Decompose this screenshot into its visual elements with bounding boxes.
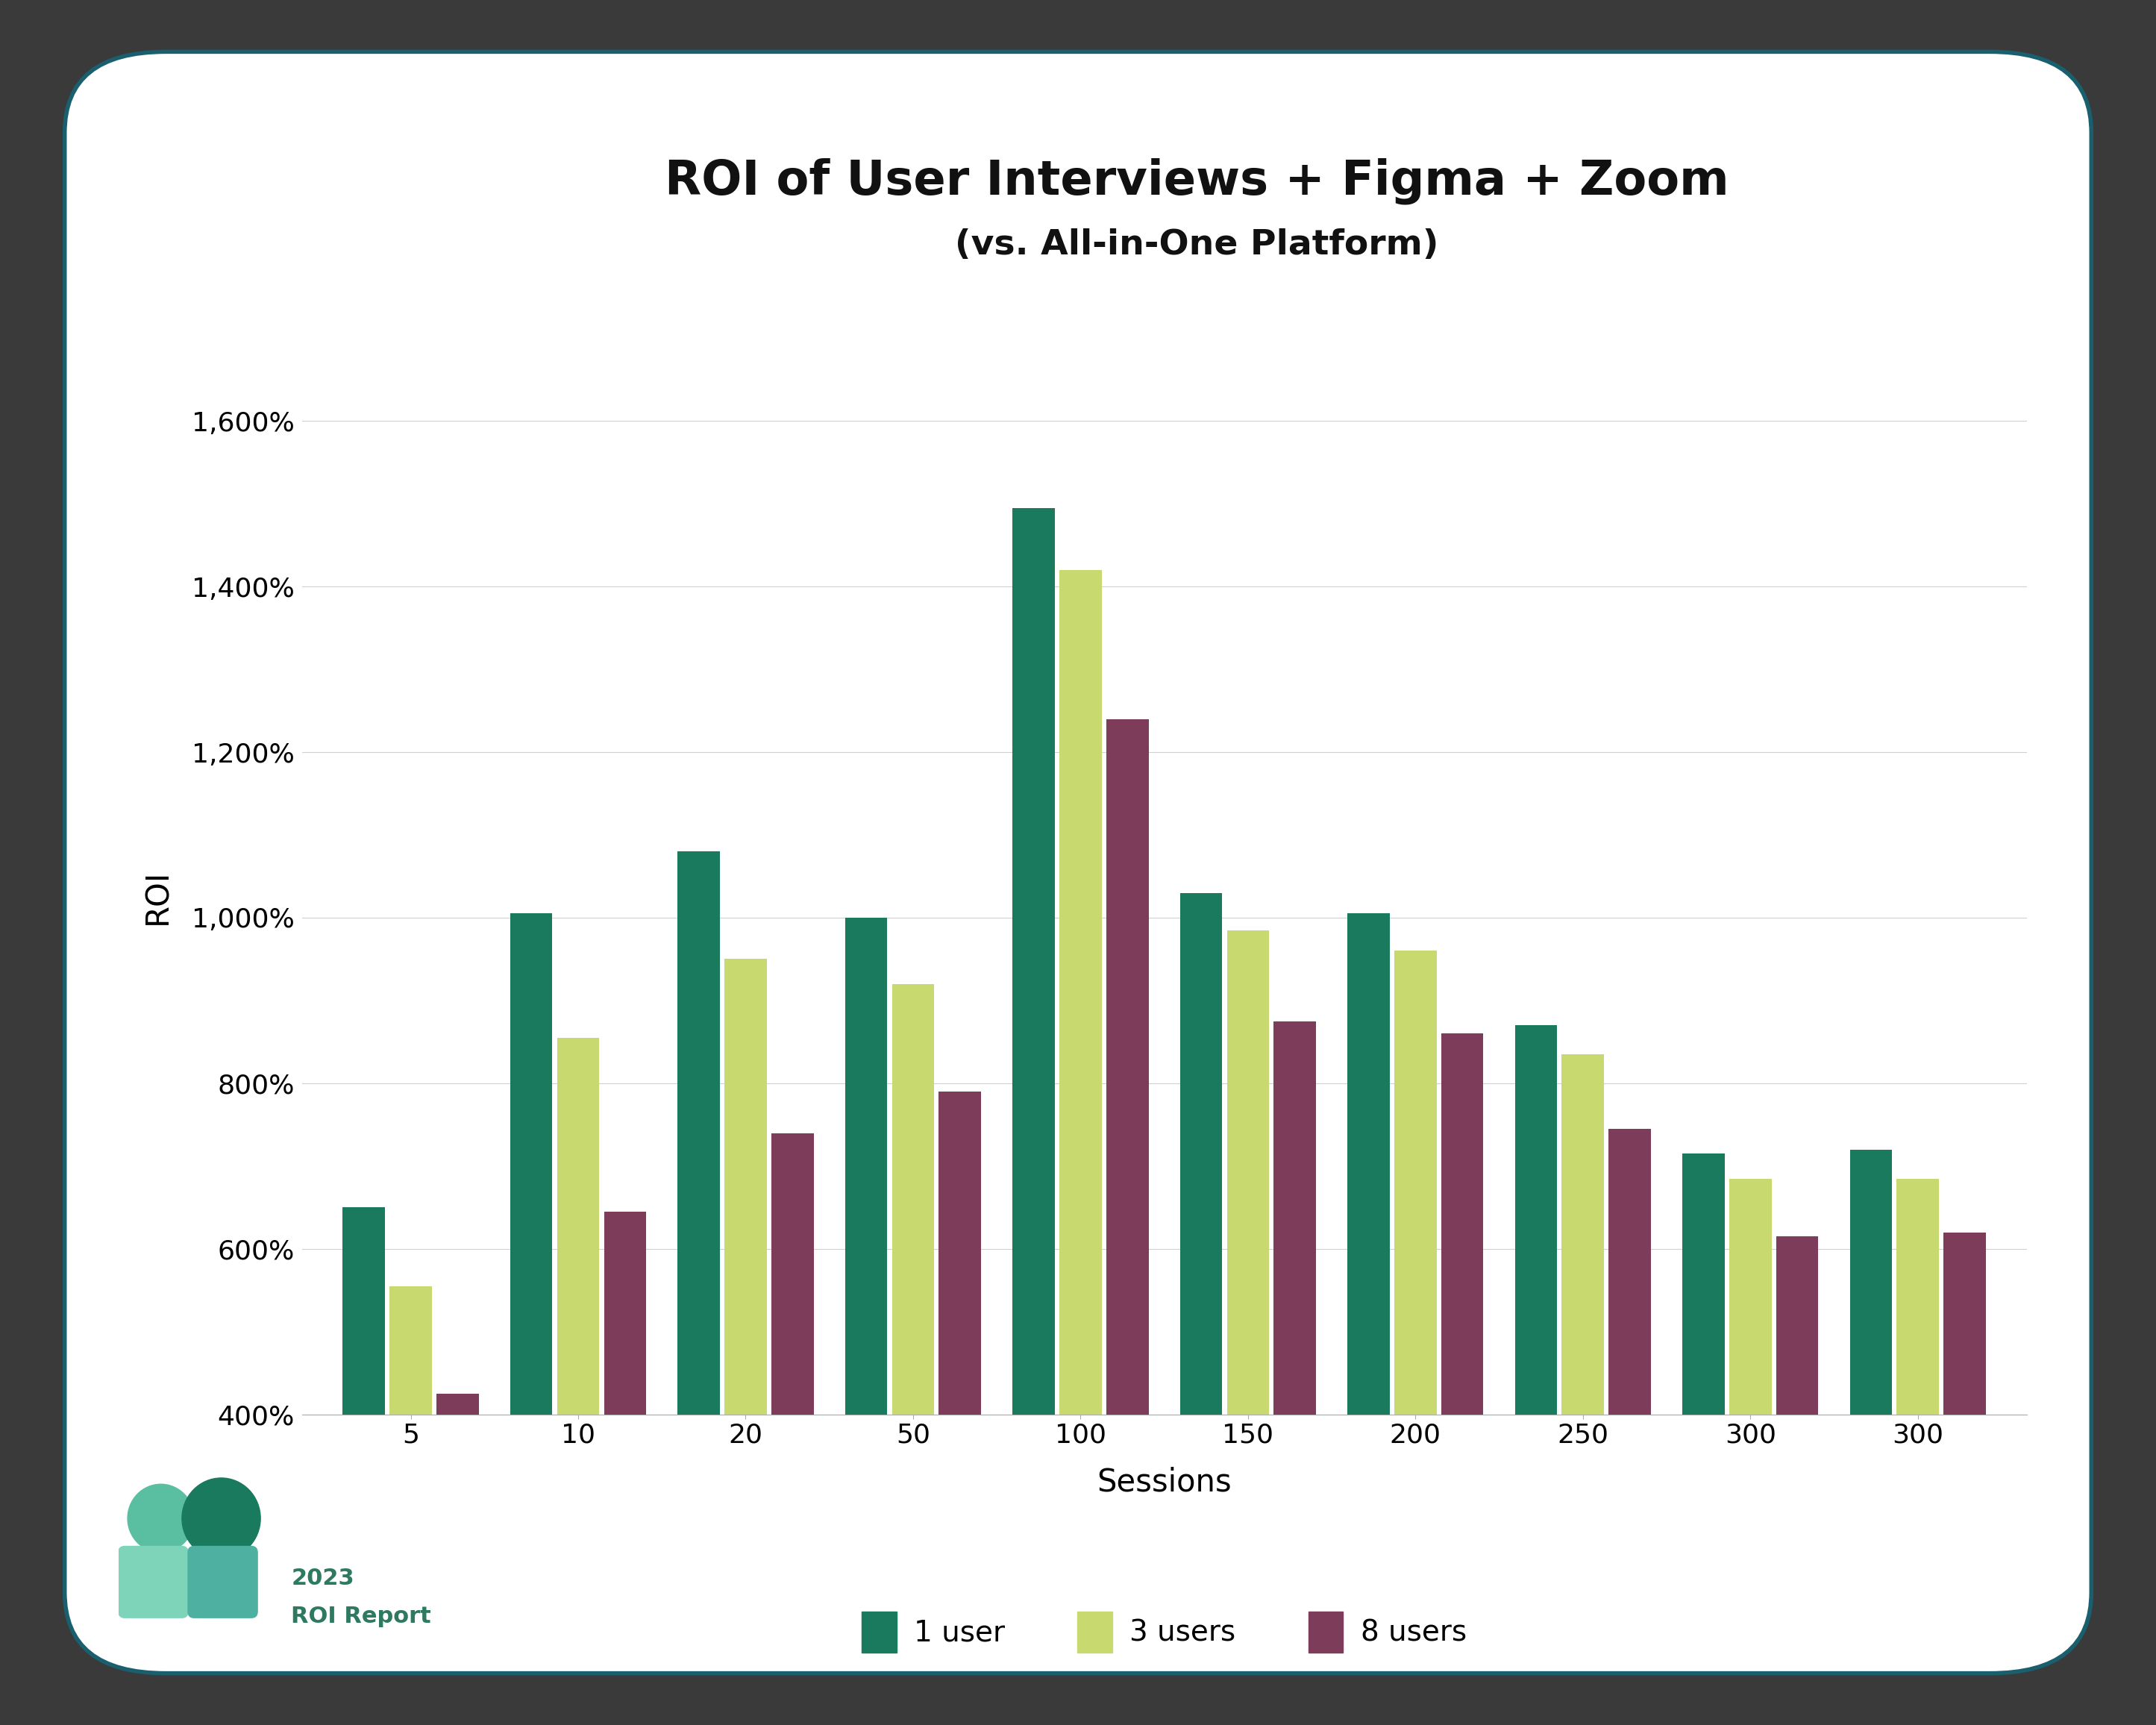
- FancyBboxPatch shape: [119, 1546, 188, 1618]
- Bar: [1395, 950, 1436, 1725]
- Bar: [1274, 1021, 1315, 1725]
- Bar: [1777, 1237, 1818, 1725]
- Bar: [1179, 894, 1222, 1725]
- Bar: [556, 1038, 599, 1725]
- Bar: [724, 959, 768, 1725]
- Bar: [1059, 569, 1102, 1725]
- Bar: [1440, 1033, 1483, 1725]
- Bar: [343, 1207, 386, 1725]
- Text: (vs. All-in-One Platform): (vs. All-in-One Platform): [955, 228, 1438, 262]
- Bar: [1516, 1025, 1557, 1725]
- Bar: [604, 1211, 647, 1725]
- Bar: [1227, 930, 1270, 1725]
- Bar: [1561, 1054, 1604, 1725]
- Circle shape: [127, 1484, 194, 1552]
- Bar: [893, 983, 934, 1725]
- Bar: [1013, 507, 1054, 1725]
- Bar: [1729, 1178, 1772, 1725]
- Bar: [1682, 1154, 1725, 1725]
- Legend: 1 user, 3 users, 8 users: 1 user, 3 users, 8 users: [849, 1599, 1479, 1665]
- Bar: [1348, 914, 1391, 1725]
- Bar: [1608, 1128, 1651, 1725]
- Text: ROI of User Interviews + Figma + Zoom: ROI of User Interviews + Figma + Zoom: [664, 157, 1729, 205]
- Bar: [845, 918, 888, 1725]
- FancyBboxPatch shape: [65, 52, 2091, 1673]
- Bar: [1897, 1178, 1938, 1725]
- FancyBboxPatch shape: [188, 1546, 257, 1618]
- Bar: [1850, 1149, 1893, 1725]
- Text: ROI Report: ROI Report: [291, 1606, 431, 1627]
- Bar: [938, 1092, 981, 1725]
- Bar: [436, 1394, 479, 1725]
- X-axis label: Sessions: Sessions: [1097, 1466, 1231, 1497]
- Circle shape: [181, 1478, 261, 1559]
- Bar: [511, 914, 552, 1725]
- Bar: [1106, 719, 1149, 1725]
- Bar: [772, 1133, 813, 1725]
- Bar: [390, 1287, 431, 1725]
- Bar: [1943, 1232, 1986, 1725]
- Y-axis label: ROI: ROI: [142, 869, 172, 925]
- Bar: [677, 852, 720, 1725]
- Text: 2023: 2023: [291, 1568, 354, 1589]
